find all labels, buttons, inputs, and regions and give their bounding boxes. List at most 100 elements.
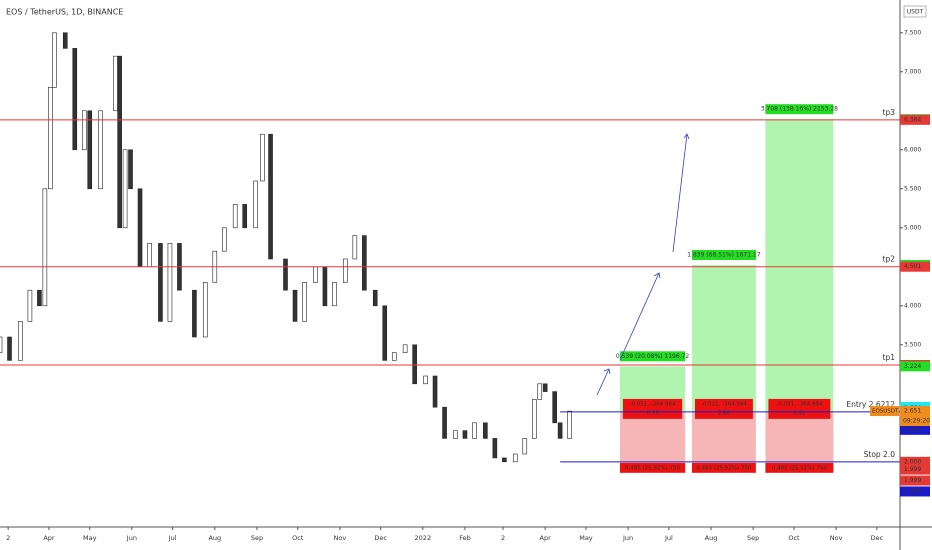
x-tick-label: Aug (705, 534, 718, 542)
candle-body (62, 32, 68, 49)
candle-body (343, 258, 348, 283)
candle-body (242, 204, 248, 229)
candle-body (522, 438, 528, 455)
price-badge (900, 114, 930, 125)
price-badge (900, 456, 930, 467)
candle-body (283, 258, 288, 291)
candle-body (48, 87, 53, 190)
price-badge (900, 406, 930, 417)
candle-body (147, 243, 152, 268)
candle-body (137, 188, 143, 268)
candle-body (202, 282, 208, 338)
candle-body (557, 422, 563, 439)
candle-body (483, 422, 488, 439)
arrow-head (603, 368, 611, 375)
entry-badge (622, 398, 683, 419)
price-badge-label: 2.651 (904, 408, 921, 415)
arrow (672, 133, 688, 253)
candle-body (472, 422, 477, 439)
candle-body (222, 227, 227, 252)
x-tick-label: 2 (501, 534, 505, 542)
unit-label: USDT (907, 9, 924, 16)
countdown-badge (900, 416, 930, 427)
candle-body (313, 266, 318, 283)
level-label: Stop 2.0 (864, 450, 896, 459)
candle-body (537, 383, 543, 400)
entry-label: -0.051, -364.994 (630, 401, 676, 407)
target-badge (691, 249, 756, 260)
level-label: tp3 (883, 108, 896, 117)
price-badge-label: 1.999 (904, 466, 921, 473)
candle-body (0, 336, 3, 353)
candle-body (462, 430, 468, 439)
x-tick-label: May (579, 534, 593, 542)
candle-body (492, 438, 498, 459)
x-tick-label: Sep (251, 534, 263, 542)
target-badge (619, 351, 686, 362)
entry-badge (694, 398, 753, 419)
entry-sublabel: 5.41 (793, 410, 805, 416)
candle-body (37, 289, 42, 307)
x-tick-label: Jul (168, 534, 177, 542)
x-tick-label: Aug (208, 534, 221, 542)
arrow (619, 272, 660, 361)
profit-zone (691, 264, 756, 412)
target-label: 1.839 (68.51%) 1671.17 (687, 251, 761, 258)
candle-body (302, 282, 307, 322)
arrow (596, 368, 610, 396)
x-tick-label: Nov (334, 534, 347, 542)
candle-body (117, 55, 122, 229)
candle-body (512, 453, 518, 463)
candle-body (391, 352, 397, 361)
entry-label: -0.021, -364.994 (701, 401, 747, 407)
target-label: 3.708 (138.16%) 2153.28 (761, 106, 838, 113)
candle-body (382, 305, 388, 361)
candle-body (81, 110, 87, 151)
candle-body (158, 243, 163, 322)
level-label: tp1 (883, 353, 896, 362)
candle-body (27, 289, 33, 322)
arrow-head (683, 133, 690, 140)
candle-body (167, 243, 173, 322)
candle-body (442, 406, 447, 439)
countdown-label: 09:29:20 (903, 418, 930, 425)
candle-body (113, 55, 118, 112)
candle-body (402, 344, 408, 353)
x-tick-label: Sep (747, 534, 759, 542)
entry-badge (768, 398, 831, 419)
candle-body (322, 266, 328, 307)
unit-box (903, 5, 927, 18)
x-tick-label: Apr (540, 534, 552, 542)
x-tick-label: May (83, 534, 97, 542)
x-tick-label: Dec (871, 534, 884, 542)
candle-body (292, 289, 298, 322)
level-label: Entry 2.6212 (846, 400, 895, 409)
symbol-label: EOSUSDT (872, 409, 899, 415)
candle-body (552, 391, 557, 424)
candle-body (531, 399, 537, 439)
target-label: 0.539 (20.08%) 1196.72 (616, 353, 690, 360)
candle-body (42, 188, 48, 307)
entry-sublabel: 2.60 (718, 410, 731, 416)
price-badge (900, 486, 930, 497)
y-tick-label: 4.000 (904, 302, 921, 309)
price-badge-label: 2.000 (904, 458, 921, 465)
target-badge (765, 104, 834, 115)
loss-zone (691, 411, 756, 462)
candle-body (542, 383, 548, 392)
x-tick-label: Oct (292, 534, 304, 542)
candle-body (352, 235, 358, 260)
candle-body (7, 336, 12, 361)
x-tick-label: Jul (664, 534, 673, 542)
plot-area: 0.539 (20.08%) 1196.72 -0.051, -364.994 0.… (0, 32, 900, 473)
x-tick-label: Nov (830, 534, 843, 542)
candle-body (453, 430, 458, 439)
x-tick-label: Dec (374, 534, 387, 542)
arrow-head (653, 272, 661, 279)
y-tick-label: 3.500 (904, 341, 921, 348)
entry-label: -0.051, -364.994 (776, 401, 822, 407)
chart-title: EOS / TetherUS, 1D, BINANCE (6, 8, 123, 17)
x-tick-label: Feb (459, 534, 471, 542)
x-tick-label: Jun (126, 534, 137, 542)
